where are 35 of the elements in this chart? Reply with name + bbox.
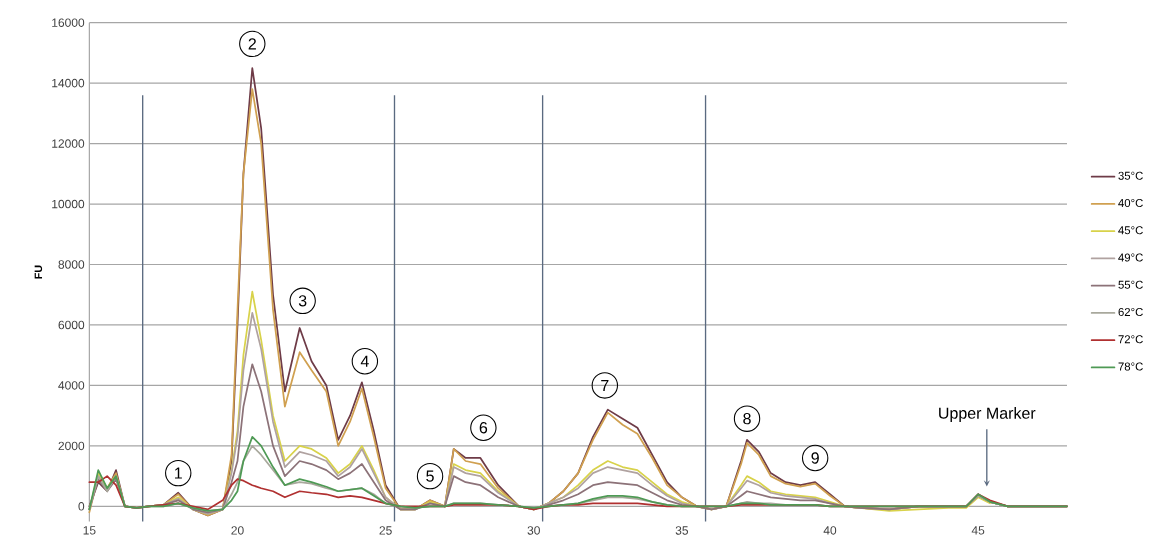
legend-label: 72°C bbox=[1118, 335, 1143, 344]
annotation: 3 bbox=[298, 294, 307, 307]
annotation: 2 bbox=[248, 38, 256, 50]
y-tick-label: 8000 bbox=[58, 260, 85, 269]
y-tick-label: 0 bbox=[78, 501, 85, 511]
x-tick-label: 40 bbox=[823, 525, 837, 535]
x-tick-label: 30 bbox=[527, 525, 540, 535]
legend-label: 49°C bbox=[1118, 253, 1143, 262]
x-tick-label: 35 bbox=[675, 525, 689, 535]
annotation: 6 bbox=[479, 421, 488, 434]
annotation: 7 bbox=[601, 379, 609, 391]
y-tick-label: 6000 bbox=[58, 320, 85, 329]
legend-label: 78°C bbox=[1118, 362, 1143, 371]
annotation: Upper Marker bbox=[939, 406, 1036, 422]
x-tick-label: 20 bbox=[231, 525, 244, 535]
legend-label: 62°C bbox=[1118, 307, 1143, 316]
legend-label: 45°C bbox=[1118, 226, 1143, 235]
legend-label: 40°C bbox=[1118, 198, 1143, 207]
annotation: 4 bbox=[360, 355, 369, 367]
y-tick-label: 10000 bbox=[52, 199, 85, 209]
y-axis-title: FU bbox=[34, 265, 43, 279]
y-tick-label: 2000 bbox=[58, 441, 85, 450]
legend-label: 35°C bbox=[1118, 171, 1143, 180]
legend-label: 55°C bbox=[1118, 280, 1143, 289]
x-tick-label: 25 bbox=[379, 525, 392, 535]
y-tick-label: 16000 bbox=[52, 18, 85, 27]
annotation: 1 bbox=[175, 467, 182, 479]
x-tick-label: 45 bbox=[971, 525, 985, 535]
y-tick-label: 14000 bbox=[52, 78, 85, 88]
annotation: 9 bbox=[811, 452, 819, 464]
y-tick-label: 12000 bbox=[52, 139, 85, 148]
annotation: 8 bbox=[743, 412, 751, 425]
x-tick-label: 15 bbox=[83, 525, 96, 535]
annotation: 5 bbox=[426, 470, 434, 482]
y-tick-label: 4000 bbox=[58, 380, 85, 390]
